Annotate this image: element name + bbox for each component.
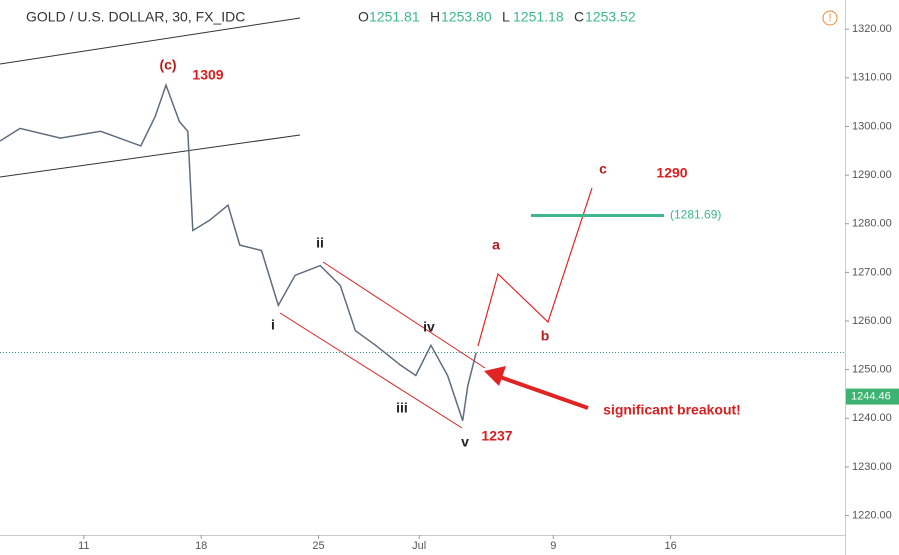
alert-icon[interactable] xyxy=(822,10,838,26)
symbol: GOLD / U.S. DOLLAR, 30, FX_IDC xyxy=(26,9,245,25)
trend-line xyxy=(279,312,463,429)
ohlc-value: 1251.18 xyxy=(513,9,564,25)
x-tick-label: Jul xyxy=(412,540,426,552)
arrow-head xyxy=(484,366,506,386)
y-tick-label: 1280.00 xyxy=(852,218,892,230)
annotation: b xyxy=(541,328,550,344)
projection xyxy=(477,187,593,347)
y-tick-label: 1320.00 xyxy=(852,23,892,35)
annotation: iii xyxy=(396,400,408,416)
ohlc-value: 1251.81 xyxy=(369,9,420,25)
alert-icon-mark: ! xyxy=(828,12,831,24)
y-tick-label: 1250.00 xyxy=(852,364,892,376)
annotation: i xyxy=(271,317,275,333)
ohlc-key: H xyxy=(430,9,440,25)
annotation: iv xyxy=(423,319,435,335)
annotation: 1290 xyxy=(656,165,687,181)
ohlc-key: O xyxy=(358,9,369,25)
trend-line xyxy=(322,261,486,369)
ohlc-value: 1253.52 xyxy=(585,9,636,25)
x-tick-label: 25 xyxy=(312,540,324,552)
annotation: c xyxy=(599,161,607,177)
price-label: 1244.46 xyxy=(851,390,891,402)
annotation: (c) xyxy=(159,57,176,73)
trend-line xyxy=(0,17,301,65)
y-tick-label: 1270.00 xyxy=(852,266,892,278)
y-tick-label: 1290.00 xyxy=(852,169,892,181)
ohlc-key: C xyxy=(574,9,584,25)
y-tick-label: 1240.00 xyxy=(852,412,892,424)
arrow xyxy=(499,375,589,410)
ohlc-key: L xyxy=(502,9,510,25)
annotation: significant breakout! xyxy=(603,402,741,418)
x-tick-label: 11 xyxy=(78,540,89,552)
annotation: v xyxy=(461,434,469,450)
y-tick-label: 1260.00 xyxy=(852,315,892,327)
annotation: 1237 xyxy=(481,428,512,444)
annotation: ii xyxy=(316,235,324,251)
trend-line xyxy=(0,134,301,178)
price-label-box xyxy=(846,388,899,405)
annotation: 1309 xyxy=(192,67,223,83)
x-tick-label: 9 xyxy=(550,540,556,552)
annotation: a xyxy=(492,237,500,253)
x-tick-label: 18 xyxy=(195,540,207,552)
y-tick-label: 1230.00 xyxy=(852,461,892,473)
y-tick-label: 1310.00 xyxy=(852,72,892,84)
x-tick-label: 16 xyxy=(665,540,677,552)
price-line xyxy=(0,82,477,421)
y-tick-label: 1220.00 xyxy=(852,509,892,521)
ohlc-value: 1253.80 xyxy=(441,9,492,25)
level-label: (1281.69) xyxy=(670,208,721,222)
y-tick-label: 1300.00 xyxy=(852,120,892,132)
